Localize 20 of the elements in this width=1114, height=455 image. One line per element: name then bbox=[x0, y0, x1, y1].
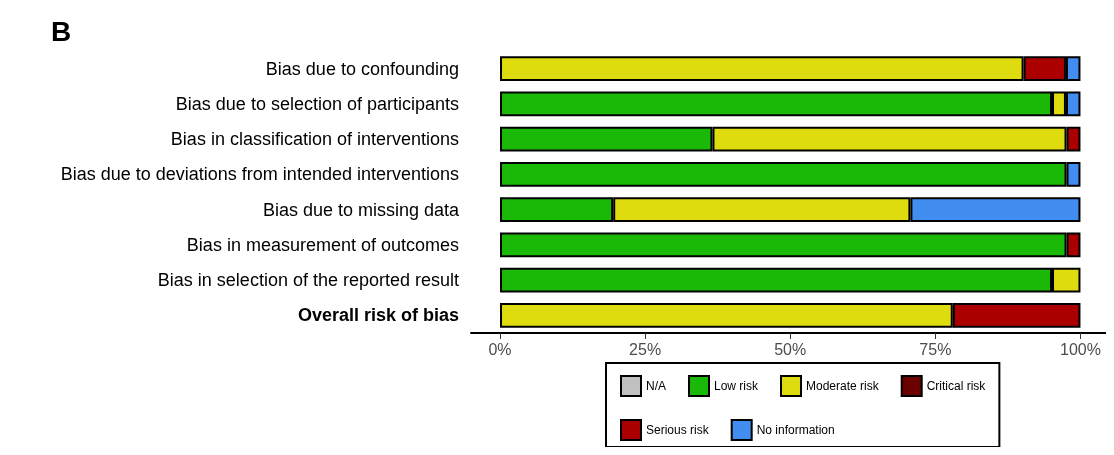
x-tick-label: 25% bbox=[629, 340, 662, 358]
legend-label: N/A bbox=[646, 379, 667, 393]
x-tick-label: 100% bbox=[1060, 340, 1101, 358]
x-tick-label: 0% bbox=[488, 340, 512, 358]
x-tick-label: 75% bbox=[919, 340, 952, 358]
y-tick-label: Bias due to confounding bbox=[265, 58, 459, 79]
legend-label: Moderate risk bbox=[806, 379, 880, 393]
legend-label: Low risk bbox=[714, 379, 760, 393]
y-tick-label: Bias due to deviations from intended interventions bbox=[60, 164, 459, 185]
y-tick-label: Bias in measurement of outcomes bbox=[186, 234, 459, 255]
y-tick-label: Overall risk of bias bbox=[297, 305, 459, 326]
x-tick-label: 50% bbox=[774, 340, 807, 358]
legend-label: Serious risk bbox=[646, 423, 710, 437]
legend-label: No information bbox=[756, 423, 835, 437]
y-tick-label: Bias in selection of the reported result bbox=[157, 270, 459, 291]
y-tick-label: Bias due to selection of participants bbox=[175, 93, 459, 114]
text: B bbox=[51, 15, 72, 47]
y-tick-label: Bias in classification of interventions bbox=[170, 129, 459, 150]
legend-label: Critical risk bbox=[926, 379, 987, 393]
y-tick-label: Bias due to missing data bbox=[262, 199, 460, 220]
